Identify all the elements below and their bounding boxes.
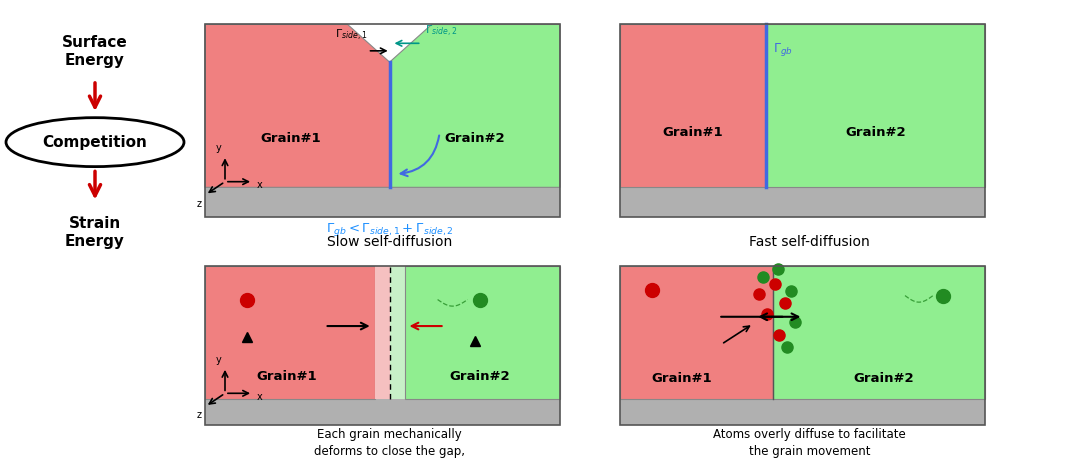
FancyBboxPatch shape: [766, 24, 985, 187]
Text: z: z: [197, 410, 202, 420]
Text: Strain
Energy: Strain Energy: [65, 216, 125, 249]
Text: Each grain mechanically
deforms to close the gap,: Each grain mechanically deforms to close…: [314, 428, 465, 459]
Text: Grain#2: Grain#2: [449, 370, 510, 383]
FancyBboxPatch shape: [375, 266, 390, 399]
Text: Grain#2: Grain#2: [445, 132, 505, 145]
Text: Grain#1: Grain#1: [651, 372, 712, 385]
Text: Competition: Competition: [42, 134, 148, 150]
Polygon shape: [390, 24, 561, 187]
FancyBboxPatch shape: [205, 399, 561, 425]
Text: Grain#2: Grain#2: [853, 372, 914, 385]
Text: x: x: [257, 180, 262, 190]
FancyBboxPatch shape: [205, 187, 561, 218]
Text: Slow self-diffusion: Slow self-diffusion: [327, 235, 453, 249]
FancyBboxPatch shape: [620, 266, 773, 399]
Text: $\Gamma_{gb} < \Gamma_{side,1} + \Gamma_{side,2}$: $\Gamma_{gb} < \Gamma_{side,1} + \Gamma_…: [326, 221, 454, 238]
FancyBboxPatch shape: [205, 266, 375, 399]
Polygon shape: [205, 24, 390, 187]
Text: y: y: [216, 144, 221, 153]
Text: $\Gamma_{gb}$: $\Gamma_{gb}$: [773, 41, 793, 58]
FancyBboxPatch shape: [620, 24, 766, 187]
FancyBboxPatch shape: [405, 266, 561, 399]
Text: Grain#1: Grain#1: [260, 132, 321, 145]
Text: Fast self-diffusion: Fast self-diffusion: [750, 235, 870, 249]
Text: z: z: [197, 199, 202, 209]
FancyBboxPatch shape: [773, 266, 985, 399]
FancyBboxPatch shape: [620, 187, 985, 218]
Text: Surface
Energy: Surface Energy: [63, 35, 127, 68]
Text: y: y: [216, 355, 221, 365]
Text: Grain#1: Grain#1: [663, 126, 724, 139]
Text: Grain#2: Grain#2: [846, 126, 906, 139]
Text: $\Gamma_{side,2}$: $\Gamma_{side,2}$: [424, 23, 457, 39]
Text: Grain#1: Grain#1: [256, 370, 316, 383]
FancyBboxPatch shape: [620, 399, 985, 425]
FancyBboxPatch shape: [390, 266, 405, 399]
Text: Atoms overly diffuse to facilitate
the grain movement: Atoms overly diffuse to facilitate the g…: [714, 428, 906, 459]
Text: x: x: [257, 392, 262, 402]
Text: $\Gamma_{side,1}$: $\Gamma_{side,1}$: [336, 28, 368, 43]
